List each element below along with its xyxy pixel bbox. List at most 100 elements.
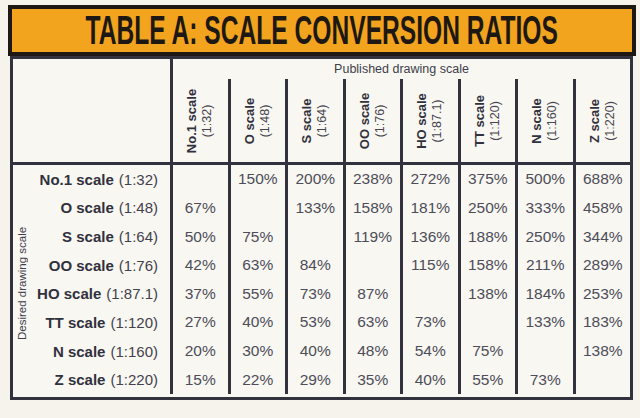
column-header-name: N scale (529, 73, 545, 169)
value-cell: 375% (458, 165, 516, 194)
column-header-7: Z scale(1:220) (573, 79, 631, 162)
column-header-1: O scale(1:48) (228, 79, 286, 162)
value-cell (515, 337, 573, 366)
value-cell: 67% (173, 194, 228, 223)
value-cell: 344% (573, 222, 631, 251)
column-headers: No.1 scale(1:32)O scale(1:48)S scale(1:6… (173, 79, 630, 162)
column-header-name: TT scale (472, 73, 488, 169)
corner-cell (13, 59, 173, 162)
value-cell: 119% (343, 222, 401, 251)
column-header-text: HO scale(1:87.1) (414, 73, 446, 169)
column-header-name: OO scale (357, 73, 373, 169)
value-cell: 75% (228, 222, 286, 251)
column-header-text: O scale(1:48) (242, 73, 274, 169)
column-header-name: Z scale (587, 73, 603, 169)
value-cell: 63% (228, 251, 286, 280)
value-cell: 54% (400, 337, 458, 366)
value-cell (573, 365, 631, 394)
column-header-ratio: (1:220) (603, 73, 619, 169)
row-header-name: O scale (60, 199, 113, 216)
column-header-ratio: (1:87.1) (431, 73, 447, 169)
column-header-ratio: (1:76) (373, 73, 389, 169)
row-header-6: N scale(1:160) (13, 337, 173, 366)
row-header-name: No.1 scale (40, 171, 114, 188)
value-cell: 138% (458, 280, 516, 309)
value-cell (228, 194, 286, 223)
column-header-text: Z scale(1:220) (587, 73, 619, 169)
row-header-name: TT scale (45, 314, 105, 331)
value-cell: 238% (343, 165, 401, 194)
value-cell: 136% (400, 222, 458, 251)
value-cell: 53% (285, 308, 343, 337)
value-cell: 458% (573, 194, 631, 223)
value-cell: 84% (285, 251, 343, 280)
row-header-ratio: (1:76) (119, 257, 158, 274)
column-header-5: TT scale(1:120) (458, 79, 516, 162)
row-header-ratio: (1:220) (110, 371, 158, 388)
row-header-2: S scale(1:64) (13, 222, 173, 251)
table-header-row: Published drawing scale No.1 scale(1:32)… (13, 59, 630, 165)
value-cell (400, 280, 458, 309)
table-row: Z scale(1:220)15%22%29%35%40%55%73% (13, 365, 630, 394)
table-body: No.1 scale (1:32) 150%200%238%272%375%500%… (13, 165, 630, 394)
column-header-3: OO scale(1:76) (343, 79, 401, 162)
value-cell: 133% (515, 308, 573, 337)
value-cell: 73% (285, 280, 343, 309)
row-header-name: S scale (62, 228, 114, 245)
column-header-ratio: (1:64) (316, 73, 332, 169)
value-cell: 138% (573, 337, 631, 366)
column-header-text: N scale(1:160) (529, 73, 561, 169)
value-cell: 20% (173, 337, 228, 366)
column-header-name: No.1 scale (184, 73, 200, 169)
column-header-name: O scale (242, 73, 258, 169)
table-row: N scale(1:160)20%30%40%48%54%75%138% (13, 337, 630, 366)
value-cell: 63% (343, 308, 401, 337)
column-header-ratio: (1:32) (201, 73, 217, 169)
value-cell: 150% (228, 165, 286, 194)
value-cell: 253% (573, 280, 631, 309)
column-header-ratio: (1:48) (258, 73, 274, 169)
value-cell: 181% (400, 194, 458, 223)
value-cell: 250% (458, 194, 516, 223)
value-cell (343, 251, 401, 280)
value-cell: 158% (458, 251, 516, 280)
row-header-5: TT scale(1:120) (13, 308, 173, 337)
value-cell (173, 165, 228, 194)
column-header-text: OO scale(1:76) (357, 73, 389, 169)
value-cell: 27% (173, 308, 228, 337)
value-cell: 40% (285, 337, 343, 366)
value-cell: 22% (228, 365, 286, 394)
table-title-bar: TABLE A: SCALE CONVERSION RATIOS (8, 5, 636, 56)
value-cell: 50% (173, 222, 228, 251)
value-cell: 73% (515, 365, 573, 394)
value-cell: 500% (515, 165, 573, 194)
value-cell: 289% (573, 251, 631, 280)
value-cell: 183% (573, 308, 631, 337)
table-row: HO scale(1:87.1)37%55%73%87%138%184%253% (13, 280, 630, 309)
value-cell: 29% (285, 365, 343, 394)
row-header-1: O scale (1:48) (13, 194, 173, 223)
value-cell: 250% (515, 222, 573, 251)
row-header-ratio: (1:32) (119, 171, 158, 188)
row-header-ratio: (1:160) (110, 343, 158, 360)
column-header-ratio: (1:160) (546, 73, 562, 169)
column-header-6: N scale(1:160) (515, 79, 573, 162)
row-header-name: Z scale (55, 371, 106, 388)
value-cell: 87% (343, 280, 401, 309)
value-cell: 688% (573, 165, 631, 194)
row-header-ratio: (1:87.1) (106, 285, 158, 302)
column-header-2: S scale(1:64) (285, 79, 343, 162)
value-cell (458, 308, 516, 337)
row-header-ratio: (1:48) (119, 199, 158, 216)
column-header-text: S scale(1:64) (299, 73, 331, 169)
value-cell: 272% (400, 165, 458, 194)
desired-axis-label: Desired drawing scale (16, 171, 32, 395)
scanned-page: { "title": "TABLE A: SCALE CONVERSION RA… (0, 0, 640, 418)
value-cell: 188% (458, 222, 516, 251)
row-header-7: Z scale(1:220) (13, 365, 173, 394)
table-row: TT scale(1:120)27%40%53%63%73%133%183% (13, 308, 630, 337)
value-cell: 200% (285, 165, 343, 194)
value-cell: 37% (173, 280, 228, 309)
column-header-name: S scale (299, 73, 315, 169)
value-cell: 15% (173, 365, 228, 394)
